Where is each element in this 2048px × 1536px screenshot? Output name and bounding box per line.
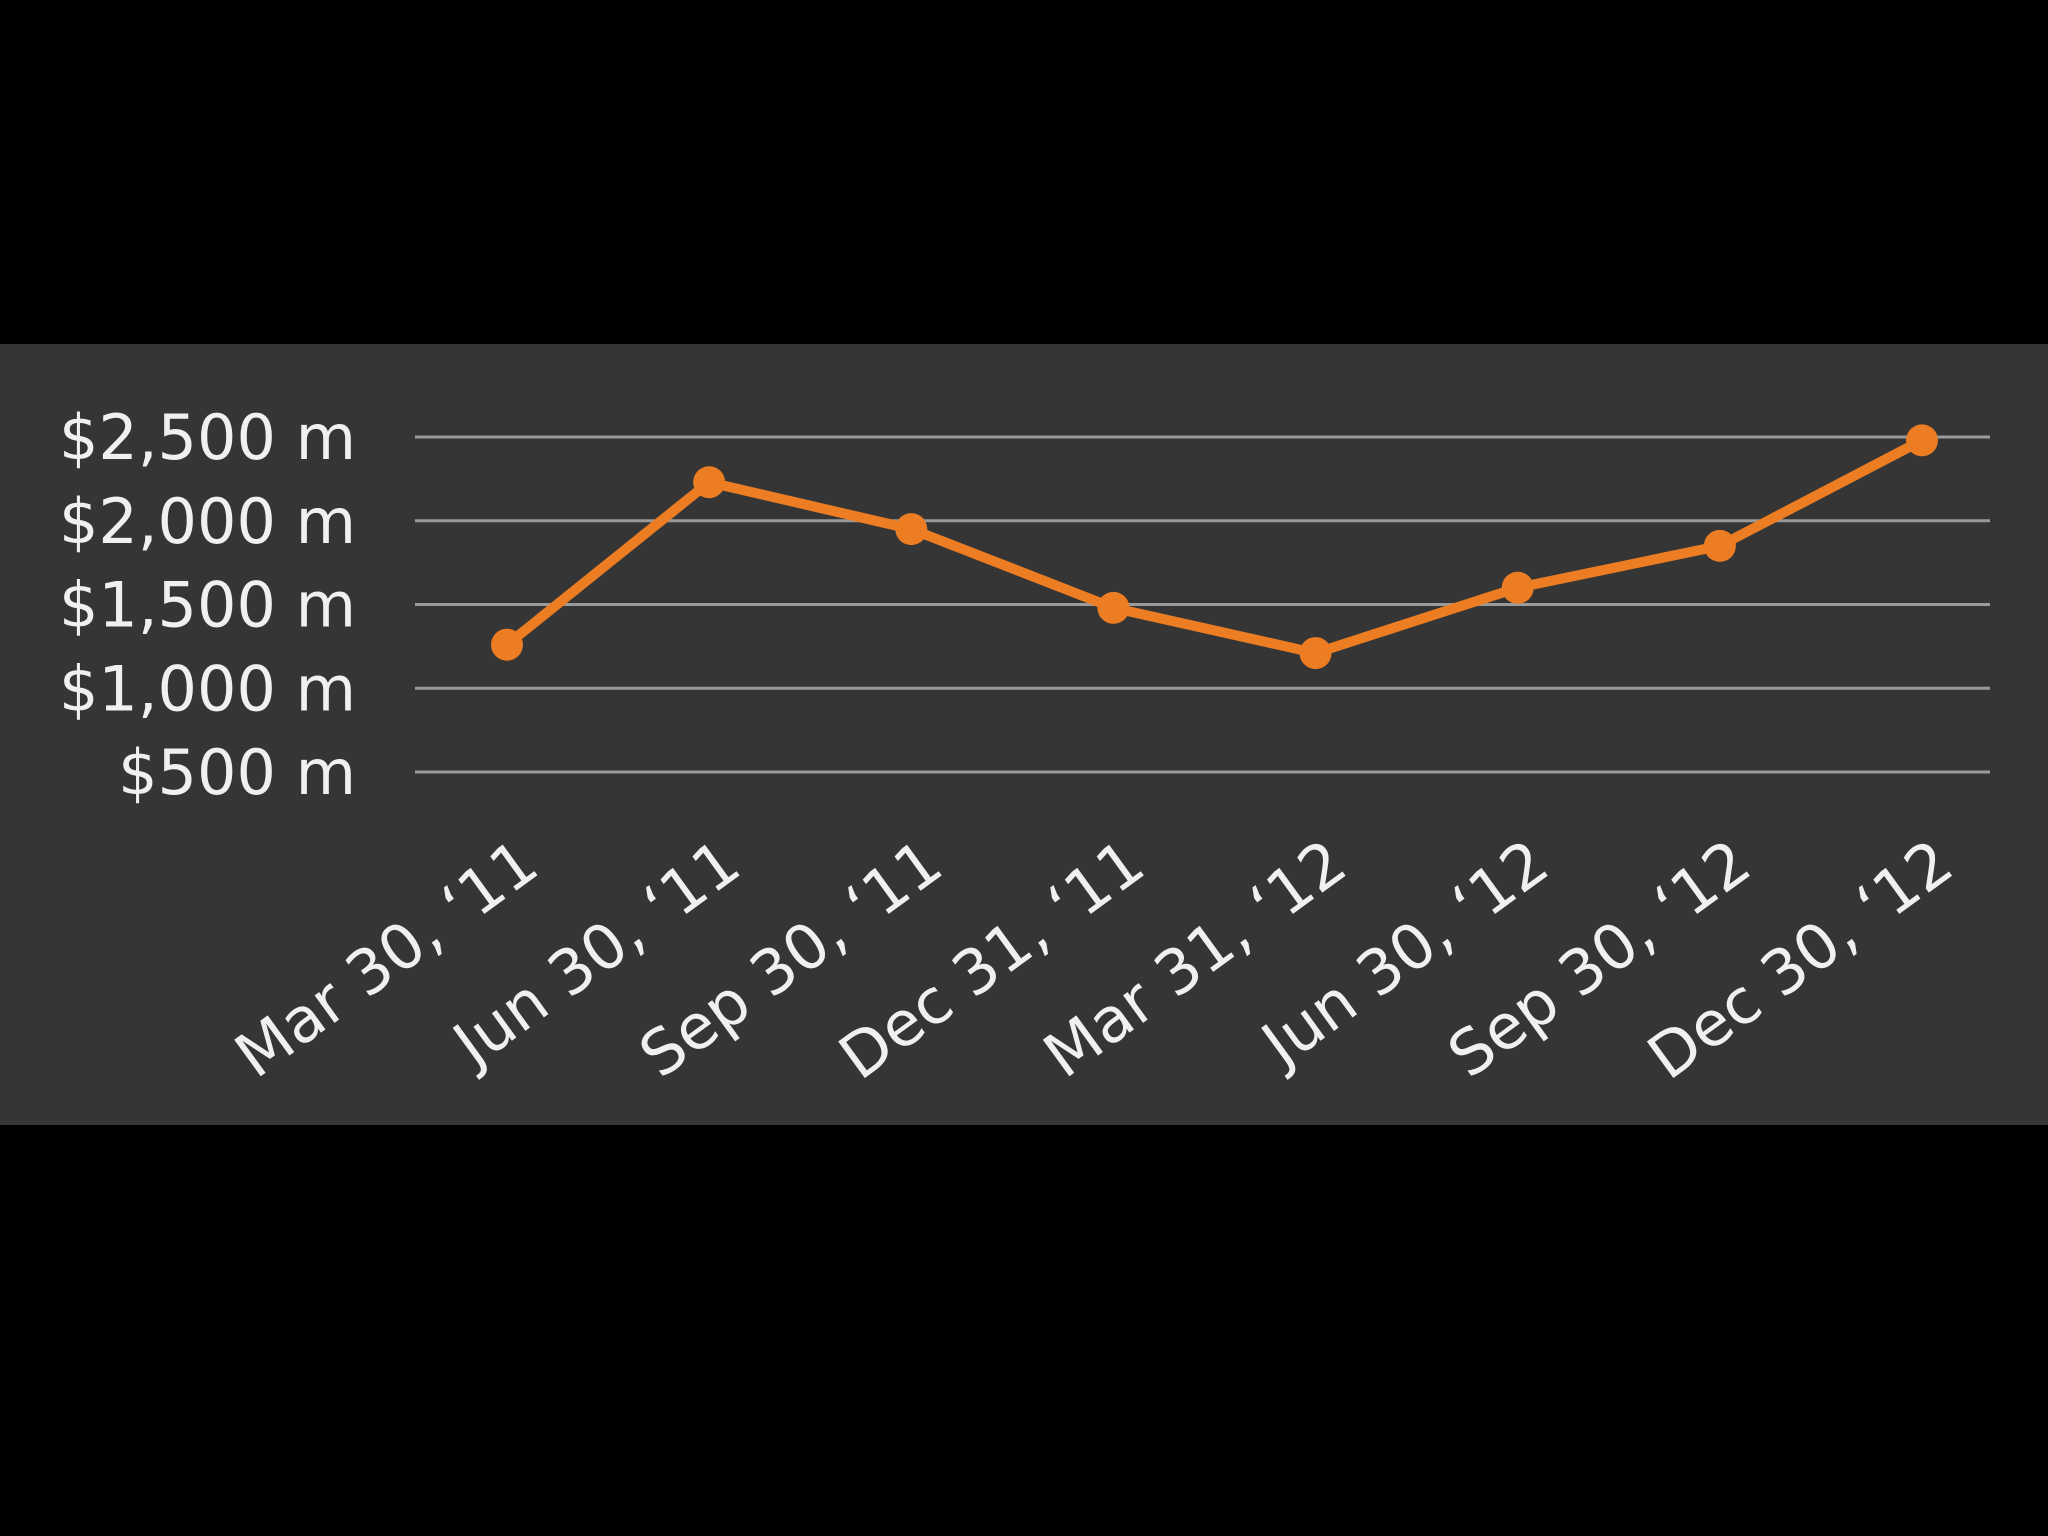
data-point[interactable] xyxy=(693,466,726,499)
data-point[interactable] xyxy=(1906,424,1938,457)
data-point[interactable] xyxy=(1703,529,1736,562)
data-point[interactable] xyxy=(1299,637,1332,670)
data-point[interactable] xyxy=(1097,591,1130,624)
y-tick-label: $1,000 m xyxy=(59,652,356,725)
data-point[interactable] xyxy=(491,628,523,661)
series-line xyxy=(502,435,1927,659)
y-tick-label: $500 m xyxy=(118,736,356,809)
y-tick-label: $2,500 m xyxy=(59,401,356,474)
y-tick-label: $1,500 m xyxy=(59,569,356,642)
y-axis-tick-labels: $500 m $1,000 m $1,500 m $2,000 m $2,500 m xyxy=(59,401,356,809)
series xyxy=(491,424,1938,670)
y-tick-label: $2,000 m xyxy=(59,485,356,558)
gridlines xyxy=(415,435,1990,774)
data-point[interactable] xyxy=(1501,571,1534,604)
chart-panel xyxy=(0,344,2048,1125)
data-point[interactable] xyxy=(895,513,928,546)
